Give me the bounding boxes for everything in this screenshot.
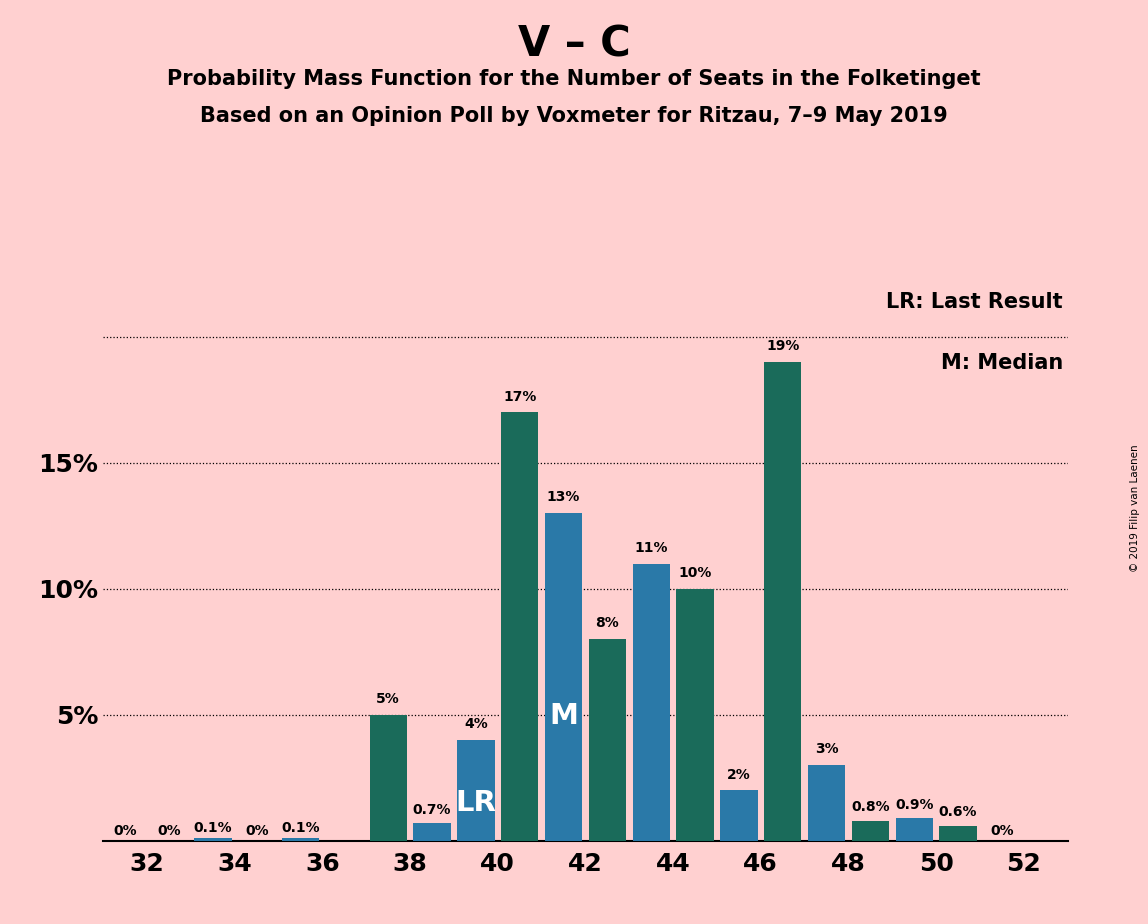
- Text: 17%: 17%: [503, 390, 536, 404]
- Text: 3%: 3%: [815, 742, 838, 757]
- Bar: [589, 639, 626, 841]
- Bar: [370, 715, 406, 841]
- Text: 0.1%: 0.1%: [194, 821, 232, 835]
- Bar: [457, 740, 495, 841]
- Text: 5%: 5%: [377, 692, 401, 706]
- Text: © 2019 Filip van Laenen: © 2019 Filip van Laenen: [1130, 444, 1140, 572]
- Text: 11%: 11%: [635, 541, 668, 554]
- Bar: [282, 838, 319, 841]
- Text: M: M: [549, 702, 579, 730]
- Text: 0.1%: 0.1%: [281, 821, 320, 835]
- Bar: [939, 826, 977, 841]
- Text: 4%: 4%: [464, 717, 488, 731]
- Bar: [501, 412, 538, 841]
- Bar: [895, 818, 933, 841]
- Bar: [633, 564, 669, 841]
- Bar: [545, 513, 582, 841]
- Bar: [720, 790, 758, 841]
- Text: 0%: 0%: [245, 824, 269, 838]
- Text: 0.7%: 0.7%: [413, 803, 451, 817]
- Bar: [808, 765, 845, 841]
- Text: LR: LR: [456, 788, 496, 817]
- Bar: [413, 823, 451, 841]
- Text: M: Median: M: Median: [940, 353, 1063, 373]
- Text: V – C: V – C: [518, 23, 630, 65]
- Text: Based on an Opinion Poll by Voxmeter for Ritzau, 7–9 May 2019: Based on an Opinion Poll by Voxmeter for…: [200, 106, 948, 127]
- Text: 0.6%: 0.6%: [939, 806, 977, 820]
- Bar: [852, 821, 889, 841]
- Text: 19%: 19%: [766, 339, 799, 353]
- Text: 0.9%: 0.9%: [895, 797, 933, 812]
- Text: 10%: 10%: [678, 566, 712, 580]
- Text: 2%: 2%: [727, 768, 751, 782]
- Bar: [676, 589, 714, 841]
- Text: 0%: 0%: [157, 824, 181, 838]
- Text: 8%: 8%: [596, 616, 619, 630]
- Text: 0.8%: 0.8%: [851, 800, 890, 814]
- Text: Probability Mass Function for the Number of Seats in the Folketinget: Probability Mass Function for the Number…: [168, 69, 980, 90]
- Bar: [765, 362, 801, 841]
- Bar: [194, 838, 232, 841]
- Text: 0%: 0%: [990, 824, 1014, 838]
- Text: 0%: 0%: [114, 824, 137, 838]
- Text: 13%: 13%: [546, 491, 580, 505]
- Text: LR: Last Result: LR: Last Result: [886, 292, 1063, 312]
